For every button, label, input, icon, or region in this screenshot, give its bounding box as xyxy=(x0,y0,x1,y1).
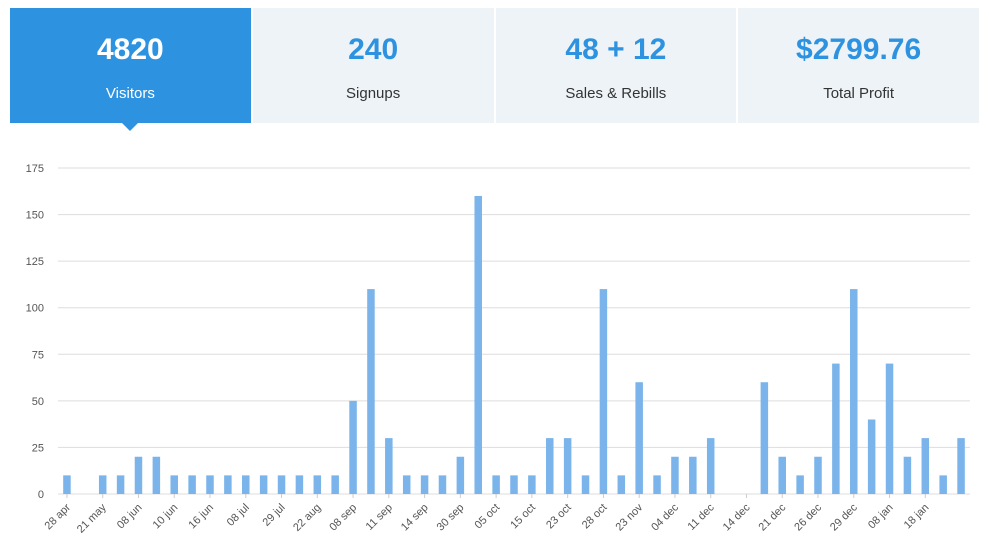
x-tick-label: 16 jun xyxy=(186,502,216,532)
x-tick-label: 28 apr xyxy=(43,501,74,532)
x-tick-label: 08 sep xyxy=(327,502,359,534)
visitors-label: Visitors xyxy=(105,85,155,102)
bar xyxy=(188,475,196,494)
y-tick-label: 75 xyxy=(32,349,44,361)
bar xyxy=(832,363,840,494)
visitors-bar-chart: 0 25 50 75 100 125 150 175 28 apr 21 may 08 jun 10 … xyxy=(26,163,970,536)
x-tick-label: 18 jan xyxy=(902,502,932,532)
bar xyxy=(671,456,679,494)
bar xyxy=(152,456,161,494)
bar xyxy=(331,475,339,494)
x-tick-label: 21 may xyxy=(75,501,109,535)
sales-rebills-label: Sales & Rebills xyxy=(565,85,667,102)
bar xyxy=(385,438,393,494)
x-tick-label: 29 dec xyxy=(828,501,860,533)
tab-signups[interactable]: 240 Signups xyxy=(252,8,494,123)
bar xyxy=(921,438,930,494)
signups-value: 240 xyxy=(348,33,399,66)
y-tick-label: 100 xyxy=(26,303,44,315)
bar xyxy=(814,456,822,494)
bar xyxy=(867,419,876,494)
x-tick-label: 05 oct xyxy=(473,502,503,532)
x-tick-label: 15 oct xyxy=(508,502,538,532)
bar xyxy=(760,382,769,494)
bar xyxy=(796,475,804,494)
bar xyxy=(438,475,447,494)
bar xyxy=(653,475,661,494)
bar xyxy=(420,475,429,494)
bar xyxy=(581,475,590,494)
bar xyxy=(617,475,626,494)
bar xyxy=(546,438,554,494)
tab-sales-rebills[interactable]: 48 + 12 Sales & Rebills xyxy=(495,8,737,123)
bar xyxy=(259,475,268,494)
y-tick-label: 25 xyxy=(32,442,44,454)
x-tick-label: 23 nov xyxy=(613,501,645,533)
bar xyxy=(599,289,608,494)
x-tick-label: 04 dec xyxy=(649,501,681,533)
bar xyxy=(170,475,178,494)
bar xyxy=(957,438,965,494)
bar xyxy=(706,438,715,494)
y-tick-label: 175 xyxy=(26,163,44,175)
x-tick-label: 08 jun xyxy=(115,502,145,532)
x-tick-label: 29 jul xyxy=(261,502,288,529)
bar xyxy=(528,475,536,494)
stats-tabs: 4820 Visitors 240 Signups 48 + 12 Sales … xyxy=(10,8,979,131)
bar xyxy=(689,456,697,494)
bar xyxy=(939,475,947,494)
x-tick-label: 08 jul xyxy=(225,502,252,529)
bar xyxy=(242,475,250,494)
active-tab-pointer xyxy=(122,123,138,131)
bar xyxy=(903,456,912,494)
y-tick-label: 125 xyxy=(26,256,44,268)
y-tick-label: 0 xyxy=(38,489,44,501)
tab-visitors[interactable]: 4820 Visitors xyxy=(10,8,251,131)
bar xyxy=(349,400,357,494)
x-tick-label: 22 aug xyxy=(291,502,323,534)
bar xyxy=(850,289,858,494)
x-tick-label: 10 jun xyxy=(151,502,181,532)
total-profit-value: $2799.76 xyxy=(796,33,922,66)
bar xyxy=(563,438,572,494)
x-tick-label: 23 oct xyxy=(544,502,574,532)
y-tick-label: 150 xyxy=(26,210,44,222)
tab-total-profit[interactable]: $2799.76 Total Profit xyxy=(738,8,979,123)
x-tick-label: 14 sep xyxy=(399,502,431,534)
bar xyxy=(277,475,286,494)
bar xyxy=(456,456,465,494)
x-tick-label: 28 oct xyxy=(580,502,610,532)
bar xyxy=(510,475,518,494)
bar xyxy=(402,475,411,494)
bar xyxy=(885,363,894,494)
bar xyxy=(367,289,375,494)
bar xyxy=(206,475,214,494)
bar xyxy=(778,456,786,494)
y-tick-label: 50 xyxy=(32,396,44,408)
bar xyxy=(134,456,143,494)
bar xyxy=(98,475,107,494)
bar xyxy=(116,475,125,494)
bar xyxy=(635,382,643,494)
bar xyxy=(492,475,500,494)
x-tick-label: 30 sep xyxy=(435,502,467,534)
x-tick-label: 26 dec xyxy=(792,501,824,533)
bar xyxy=(313,475,322,494)
sales-rebills-value: 48 + 12 xyxy=(565,33,667,66)
x-tick-label: 14 dec xyxy=(721,501,753,533)
bar xyxy=(295,475,304,494)
x-tick-label: 11 dec xyxy=(686,501,718,533)
bar xyxy=(474,195,482,494)
bar xyxy=(224,475,232,494)
x-tick-label: 21 dec xyxy=(757,501,789,533)
x-tick-label: 08 jan xyxy=(866,502,896,532)
bar xyxy=(63,475,71,494)
signups-label: Signups xyxy=(346,85,401,102)
visitors-value: 4820 xyxy=(97,33,164,66)
x-tick-label: 11 sep xyxy=(364,502,395,533)
total-profit-label: Total Profit xyxy=(823,85,895,102)
